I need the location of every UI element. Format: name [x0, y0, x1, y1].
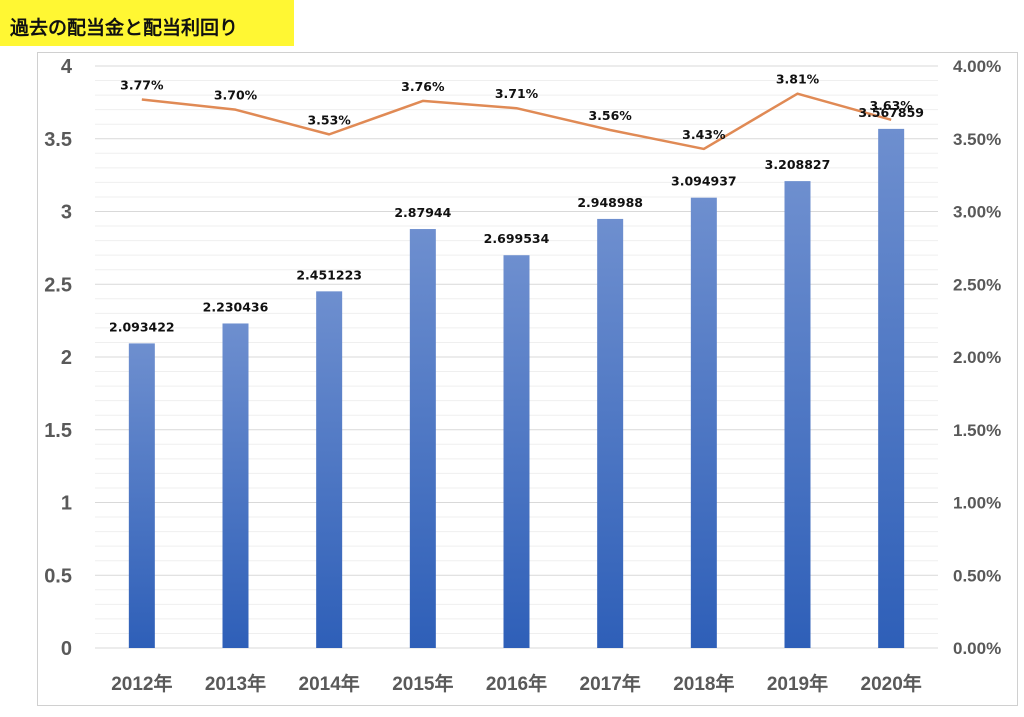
y-left-tick-label: 1 [61, 493, 72, 515]
bar [784, 181, 811, 649]
y-right-tick-label: 0.50% [953, 566, 1001, 585]
y-right-tick-label: 3.50% [953, 130, 1001, 149]
y-axis-left: 0 0.5 1 1.5 2 2.5 3 3.5 4 [44, 56, 73, 660]
x-tick-label: 2014年 [299, 672, 360, 695]
x-tick-label: 2019年 [767, 672, 828, 695]
bar-value-label: 2.093422 [109, 319, 175, 334]
yield-value-label: 3.70% [214, 88, 258, 103]
y-right-tick-label: 4.00% [953, 57, 1001, 76]
yield-value-label: 3.63% [869, 98, 913, 113]
yield-value-label: 3.56% [588, 108, 632, 123]
y-right-tick-label: 3.00% [953, 203, 1001, 222]
yield-value-label: 3.76% [401, 79, 445, 94]
y-right-tick-label: 2.50% [953, 275, 1001, 294]
yield-line-series [141, 92, 892, 151]
yield-value-label: 3.43% [682, 127, 726, 142]
bar-value-label: 2.451223 [296, 267, 362, 282]
chart-title: 過去の配当金と配当利回り [0, 0, 294, 46]
bar [503, 255, 530, 648]
x-tick-label: 2012年 [111, 672, 172, 695]
x-tick-label: 2017年 [580, 672, 641, 695]
chart-frame [37, 52, 1018, 706]
bar-value-label: 2.948988 [577, 195, 643, 210]
y-left-tick-label: 4 [61, 56, 73, 78]
data-labels: 2.093422 2.230436 2.451223 2.87944 2.699534 2… [109, 72, 924, 335]
bar [128, 343, 155, 648]
bar-value-label: 3.094937 [671, 174, 737, 189]
bar-value-label: 3.567859 [858, 105, 924, 120]
y-left-tick-label: 1.5 [44, 420, 72, 442]
yield-value-label: 3.77% [120, 77, 164, 92]
x-tick-label: 2018年 [673, 672, 734, 695]
y-left-tick-label: 0.5 [44, 565, 72, 587]
yield-value-label: 3.53% [307, 112, 351, 127]
y-axis-right: 0.00% 0.50% 1.00% 1.50% 2.00% 2.50% 3.00% 3.50%… [953, 57, 1001, 658]
y-left-tick-label: 3 [61, 202, 72, 224]
bar-value-label: 2.230436 [203, 299, 269, 314]
x-tick-label: 2013年 [205, 672, 266, 695]
y-left-tick-label: 3.5 [44, 129, 72, 151]
y-left-tick-label: 0 [61, 638, 72, 660]
bar [222, 323, 249, 648]
y-left-tick-label: 2 [61, 347, 72, 369]
bar-value-label: 2.699534 [484, 231, 550, 246]
y-right-tick-label: 1.00% [953, 494, 1001, 513]
bar [878, 128, 905, 648]
bar [597, 218, 624, 648]
x-tick-label: 2016年 [486, 672, 547, 695]
bar [409, 229, 436, 648]
bar [690, 197, 717, 649]
y-right-tick-label: 2.00% [953, 348, 1001, 367]
x-axis: 2012年 2013年 2014年 2015年 2016年 2017年 2018年 2019年… [111, 672, 922, 695]
bar-value-label: 2.87944 [394, 205, 451, 220]
y-left-tick-label: 2.5 [44, 274, 72, 296]
x-tick-label: 2020年 [861, 672, 922, 695]
y-right-tick-label: 0.00% [953, 639, 1001, 658]
bar-series [128, 128, 905, 649]
yield-value-label: 3.71% [495, 86, 539, 101]
x-tick-label: 2015年 [392, 672, 453, 695]
y-right-tick-label: 1.50% [953, 421, 1001, 440]
bar-value-label: 3.208827 [765, 157, 831, 172]
yield-value-label: 3.81% [776, 72, 820, 87]
bar [316, 291, 343, 648]
